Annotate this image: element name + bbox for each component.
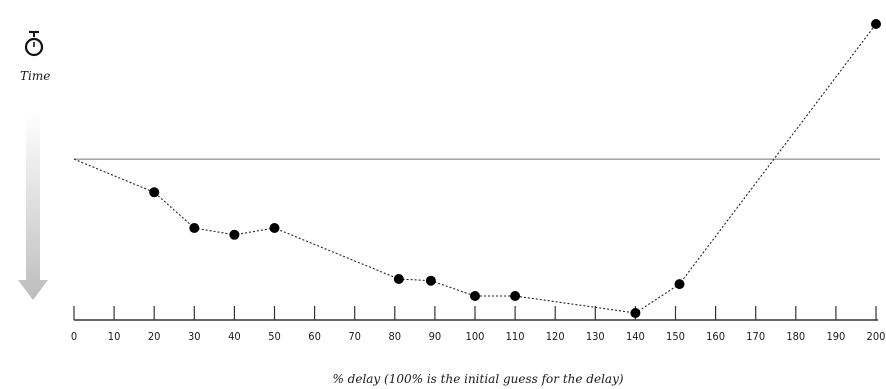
x-tick-label: 0 [71,330,77,343]
data-point [871,19,881,29]
data-point [470,291,480,301]
x-tick-label: 170 [746,330,765,343]
down-arrow-icon [18,112,48,300]
data-point [393,274,404,284]
x-tick-label: 110 [506,330,525,343]
data-point [630,308,641,318]
x-tick-label: 70 [348,330,361,343]
series-line [73,23,877,314]
data-point [229,229,240,240]
x-axis-title: % delay (100% is the initial guess for t… [332,372,623,386]
x-tick-label: 140 [626,330,645,343]
data-point [269,223,280,233]
x-tick-label: 60 [308,330,321,343]
x-tick-label: 190 [826,330,845,343]
data-point [189,223,200,233]
x-tick-label: 80 [389,330,402,343]
x-tick-label: 10 [108,330,121,343]
y-axis-label: Time [20,69,50,83]
x-tick-label: 30 [188,330,201,343]
x-tick-label: 200 [867,330,886,343]
x-tick-label: 100 [466,330,485,343]
x-tick-label: 130 [586,330,605,343]
x-tick-label: 120 [546,330,565,343]
x-tick-label: 40 [228,330,241,343]
data-point [510,291,521,301]
x-tick-label: 90 [429,330,442,343]
data-point [674,279,685,290]
data-point [149,187,160,198]
x-tick-label: 50 [268,330,281,343]
data-point [425,275,436,286]
x-tick-label: 160 [706,330,725,343]
stopwatch-icon [24,30,44,57]
x-tick-label: 180 [786,330,805,343]
x-tick-label: 150 [666,330,685,343]
x-tick-label: 20 [148,330,161,343]
